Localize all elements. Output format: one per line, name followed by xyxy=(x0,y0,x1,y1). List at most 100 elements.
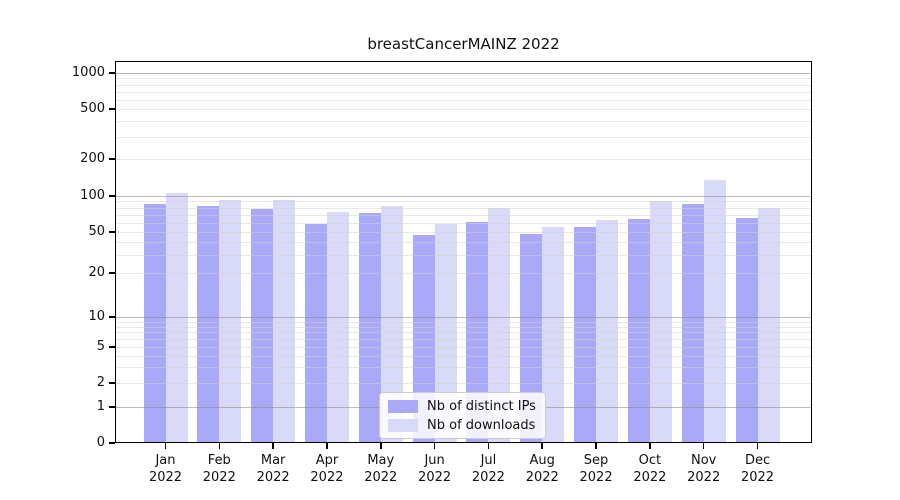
gridline-major xyxy=(115,196,812,198)
legend-item: Nb of distinct IPs xyxy=(388,399,537,414)
bar-distinct-ips-mar xyxy=(251,208,274,443)
grid-layer xyxy=(115,61,812,443)
x-tick-mark xyxy=(164,443,167,449)
bar-distinct-ips-jul xyxy=(466,221,489,443)
gridline-minor xyxy=(115,355,812,357)
chart-title: breastCancerMAINZ 2022 xyxy=(367,35,560,53)
gridline-minor xyxy=(115,91,812,93)
gridline-minor xyxy=(115,84,812,86)
legend-label: Nb of downloads xyxy=(427,417,536,433)
y-tick-label: 1 xyxy=(96,399,105,414)
gridline-minor xyxy=(115,136,812,138)
x-tick-mark xyxy=(272,443,274,449)
gridline-minor xyxy=(115,99,812,101)
y-tick-label: 2 xyxy=(96,375,105,390)
y-tick-mark xyxy=(109,108,115,110)
gridline-minor xyxy=(115,201,812,203)
y-tick-label: 200 xyxy=(80,151,105,166)
bar-distinct-ips-oct xyxy=(627,219,650,443)
gridline-minor xyxy=(115,332,812,334)
bar-downloads-jun xyxy=(434,224,457,443)
gridline-minor xyxy=(115,347,812,348)
x-tick-label-nov: Nov 2022 xyxy=(687,453,721,485)
x-tick-label-oct: Oct 2022 xyxy=(633,453,667,485)
gridline-minor xyxy=(115,109,812,110)
y-tick-mark xyxy=(109,406,115,408)
gridline-minor xyxy=(115,339,812,341)
y-tick-label: 1000 xyxy=(71,65,105,80)
x-tick-label-jan: Jan 2022 xyxy=(148,453,183,485)
bar-downloads-sep xyxy=(596,220,619,443)
x-tick-label-apr: Apr 2022 xyxy=(310,453,344,485)
y-tick-mark xyxy=(109,158,115,160)
bar-distinct-ips-apr xyxy=(304,224,327,443)
gridline-minor xyxy=(115,159,812,160)
bar-downloads-jul xyxy=(488,208,511,443)
gridline-minor xyxy=(115,326,812,328)
gridline-minor xyxy=(115,321,812,323)
y-tick-mark xyxy=(109,72,115,74)
y-tick-mark xyxy=(109,231,115,233)
y-tick-mark xyxy=(109,195,115,197)
gridline-minor xyxy=(115,78,812,80)
x-tick-label-dec: Dec 2022 xyxy=(740,453,775,485)
x-tick-label-jul: Jul 2022 xyxy=(471,453,505,485)
legend: Nb of distinct IPs Nb of downloads xyxy=(379,392,546,439)
bar-downloads-aug xyxy=(542,227,565,443)
gridline-minor xyxy=(115,383,812,384)
gridline-minor xyxy=(115,214,812,216)
x-tick-mark xyxy=(595,443,597,449)
plot-area: 0 1 2 5 10 20 50 100 200 500 1000 Jan 2022 Feb 2022 Ma… xyxy=(72,61,812,485)
x-tick-mark xyxy=(541,443,543,449)
bar-distinct-ips-jun xyxy=(412,234,435,443)
bar-distinct-ips-sep xyxy=(574,227,597,443)
y-tick-mark xyxy=(109,346,115,348)
bar-downloads-nov xyxy=(703,179,726,443)
gridline-minor xyxy=(115,121,812,123)
x-tick-mark xyxy=(380,443,382,449)
x-tick-label-sep: Sep 2022 xyxy=(579,453,613,485)
legend-swatch-icon xyxy=(388,418,418,432)
x-tick-mark xyxy=(218,443,221,449)
bar-downloads-mar xyxy=(273,199,296,443)
y-tick-label: 0 xyxy=(96,435,105,450)
bar-distinct-ips-aug xyxy=(520,233,543,443)
gridline-minor xyxy=(115,207,812,209)
x-tick-label-jun: Jun 2022 xyxy=(418,453,452,485)
gridline-minor xyxy=(115,367,812,369)
gridline-minor xyxy=(115,241,812,243)
y-tick-label: 10 xyxy=(88,309,105,324)
x-tick-label-mar: Mar 2022 xyxy=(256,453,290,485)
gridline-minor xyxy=(115,232,812,233)
y-tick-label: 500 xyxy=(80,101,105,116)
legend-swatch-icon xyxy=(388,399,418,413)
bar-distinct-ips-may xyxy=(358,213,381,443)
x-tick-mark xyxy=(702,443,705,449)
bars-layer xyxy=(115,61,812,443)
x-tick-label-may: May 2022 xyxy=(364,453,398,485)
legend-label: Nb of distinct IPs xyxy=(427,398,536,414)
x-tick-mark xyxy=(756,443,759,449)
gridline-minor xyxy=(115,254,812,256)
y-tick-label: 5 xyxy=(96,339,105,354)
x-tick-mark xyxy=(487,443,490,449)
x-tick-mark xyxy=(433,443,436,449)
x-tick-mark xyxy=(649,443,651,449)
y-tick-label: 100 xyxy=(80,188,105,203)
gridline-major xyxy=(115,317,812,319)
y-tick-mark xyxy=(109,382,115,384)
gridline-minor xyxy=(115,222,812,224)
y-tick-mark xyxy=(109,316,115,318)
bar-distinct-ips-dec xyxy=(735,218,758,443)
bar-downloads-feb xyxy=(219,199,242,443)
bar-downloads-dec xyxy=(757,207,780,443)
y-tick-mark xyxy=(109,442,115,444)
gridline-minor xyxy=(115,273,812,274)
x-tick-label-feb: Feb 2022 xyxy=(202,453,236,485)
gridline-major xyxy=(115,73,812,75)
x-tick-label-aug: Aug 2022 xyxy=(525,453,559,485)
legend-item: Nb of downloads xyxy=(388,418,537,433)
x-tick-mark xyxy=(326,443,328,449)
y-tick-label: 50 xyxy=(88,224,105,239)
